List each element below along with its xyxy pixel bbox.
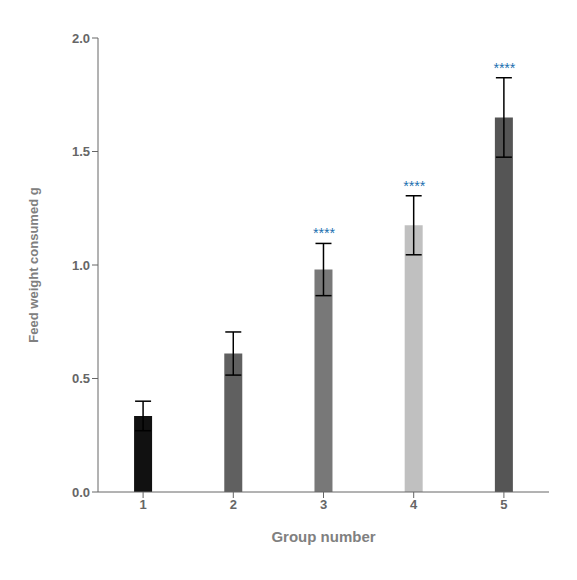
svg-text:Group number: Group number (271, 528, 375, 545)
svg-text:****: **** (403, 178, 425, 194)
svg-text:1.0: 1.0 (72, 258, 90, 273)
svg-text:2.0: 2.0 (72, 31, 90, 46)
svg-text:0.5: 0.5 (72, 371, 90, 386)
svg-text:0.0: 0.0 (72, 485, 90, 500)
svg-text:5: 5 (500, 497, 507, 512)
svg-text:1: 1 (139, 497, 146, 512)
svg-text:2: 2 (230, 497, 237, 512)
svg-text:Feed weight consumed g: Feed weight consumed g (26, 187, 41, 342)
svg-text:1.5: 1.5 (72, 144, 90, 159)
svg-text:****: **** (313, 225, 335, 241)
svg-text:3: 3 (320, 497, 327, 512)
svg-text:****: **** (493, 60, 515, 76)
svg-text:4: 4 (410, 497, 418, 512)
